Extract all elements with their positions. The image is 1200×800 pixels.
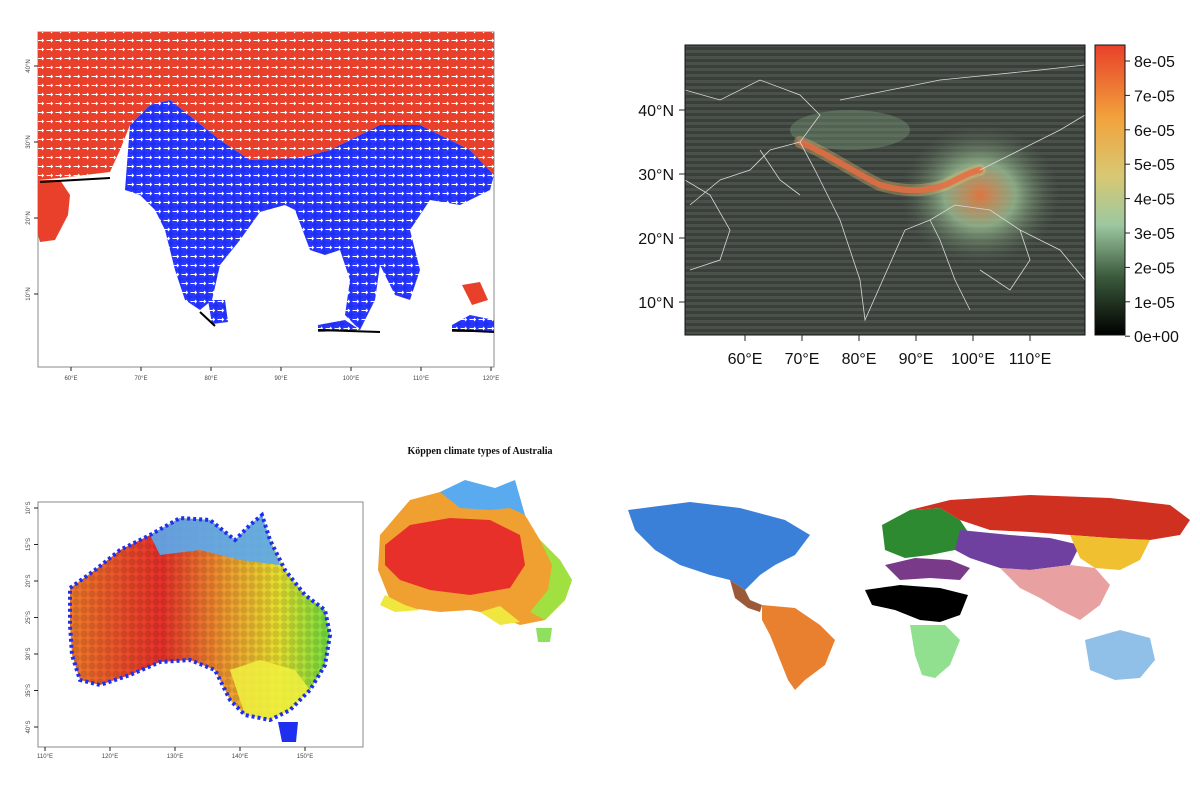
region-north-africa [885,558,970,580]
region-south-america [762,605,835,690]
world-region-panel [610,480,1200,700]
x-axis: 110°E 120°E 130°E 140°E 150°E [37,747,313,760]
coastline [68,511,333,723]
koppen-temperate [530,540,572,620]
x-tick-label: 100°E [343,376,359,382]
x-tick-label: 90°E [274,376,287,382]
x-tick-label: 60°E [64,376,77,382]
y-tick-label: 40°N [638,103,674,120]
koppen-hot-desert [385,518,525,595]
region-central-america [730,580,762,612]
plot-frame [684,44,1086,336]
australia-panel: 110°E 120°E 130°E 140°E 150°E 10°S 15°S 20°S 25… [0,430,600,800]
colorbar-tick-label: 2e-05 [1134,260,1175,277]
koppen-title: Köppen climate types of Australia [407,446,553,457]
region-central-africa [865,585,968,622]
northern-region [38,32,494,180]
colorbar-tick-label: 1e-05 [1134,295,1175,312]
colorbar-tick-label: 6e-05 [1134,123,1175,140]
y-tick-label: 40°N [26,59,32,72]
coastline [39,177,494,333]
y-tick-label: 20°N [26,211,32,224]
x-tick-label: 110°E [1009,351,1052,368]
x-tick-label: 120°E [483,376,499,382]
himalaya-halo [794,136,986,197]
y-tick-label: 40°S [26,720,32,733]
y-tick-label: 20°N [638,231,674,248]
y-tick-label: 20°S [26,574,32,587]
asia-point-map-panel: 60°E 70°E 80°E 90°E 100°E 110°E 120°E 40°N 30°N… [0,0,520,390]
y-tick-label: 30°N [26,135,32,148]
tasmania [278,722,298,742]
x-tick-label: 80°E [204,376,217,382]
x-tick-label: 150°E [297,754,313,760]
southeast-yellow [230,660,310,720]
y-tick-label: 25°S [26,611,32,624]
region-europe [882,508,970,558]
x-tick-label: 130°E [167,754,183,760]
x-tick-label: 110°E [37,754,53,760]
world-region-map [628,495,1190,690]
y-tick-label: 35°S [26,684,32,697]
y-tick-label: 10°N [26,287,32,300]
colorbar-tick-label: 0e+00 [1134,329,1179,346]
deposition-haze [790,110,910,150]
region-oceania [1085,630,1155,680]
x-tick-label: 70°E [134,376,147,382]
himalaya-ridge [797,139,983,194]
region-east-asia [1070,535,1150,570]
region-north-america [628,502,810,590]
x-tick-label: 100°E [951,351,995,368]
y-axis: 10°S 15°S 20°S 25°S 30°S 35°S 40°S [26,501,38,734]
x-tick-label: 120°E [102,754,118,760]
heatmap-map: 60°E 70°E 80°E 90°E 100°E 110°E 40°N 30°N 20°N 1… [638,44,1179,368]
x-tick-label: 140°E [232,754,248,760]
country-borders [685,64,1085,322]
y-tick-label: 10°S [26,501,32,514]
y-tick-label: 10°N [638,295,674,312]
colorbar-tick-label: 4e-05 [1134,192,1175,209]
western-arabia [38,180,70,242]
colorbar-tick-label: 5e-05 [1134,157,1175,174]
colorbar [1094,44,1126,336]
region-southern-africa [910,625,960,678]
australia-point-map: 110°E 120°E 130°E 140°E 150°E 10°S 15°S 20°S 25… [26,480,572,760]
sri-lanka [208,300,228,324]
sumatra [318,320,360,332]
colorbar-tick-label: 3e-05 [1134,226,1175,243]
y-axis: 40°N 30°N 20°N 10°N [26,59,38,301]
region-south-asia [1000,565,1110,620]
colorbar-tick-label: 7e-05 [1134,88,1175,105]
southern-region [125,100,494,330]
y-tick-label: 30°N [638,167,674,184]
x-axis: 60°E 70°E 80°E 90°E 100°E 110°E [728,335,1052,368]
x-tick-label: 90°E [899,351,934,368]
y-tick-label: 30°S [26,647,32,660]
y-axis: 40°N 30°N 20°N 10°N [638,103,685,312]
borneo [452,315,494,332]
philippines [462,282,488,305]
koppen-mediterranean [380,595,520,625]
region-north-asia [910,495,1190,540]
asia-point-map: 60°E 70°E 80°E 90°E 100°E 110°E 120°E 40°N 30°N… [26,31,499,382]
colorbar-ticks: 8e-05 7e-05 6e-05 5e-05 4e-05 3e-05 2e-05 1e-05… [1125,54,1179,346]
region-central-asia [955,530,1080,570]
heatmap-panel: 60°E 70°E 80°E 90°E 100°E 110°E 40°N 30°N 20°N 1… [560,20,1200,380]
koppen-inset-map [378,480,572,642]
x-tick-label: 110°E [413,376,429,382]
koppen-tasmania [536,628,552,642]
x-tick-label: 70°E [785,351,820,368]
colorbar-tick-label: 8e-05 [1134,54,1175,71]
x-tick-label: 60°E [728,351,763,368]
x-tick-label: 80°E [842,351,877,368]
y-tick-label: 15°S [26,538,32,551]
koppen-tropical [440,480,525,515]
x-axis: 60°E 70°E 80°E 90°E 100°E 110°E 120°E [64,367,499,382]
